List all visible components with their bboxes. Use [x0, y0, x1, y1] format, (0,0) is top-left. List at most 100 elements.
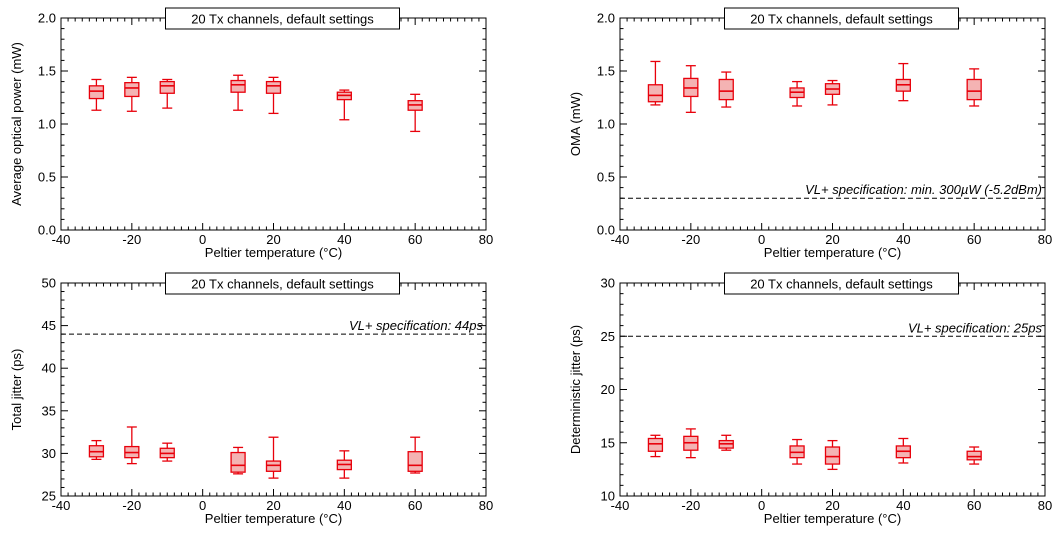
- box-plot: [336, 450, 352, 479]
- y-axis-title: Average optical power (mW): [9, 42, 24, 206]
- y-tick-label: 30: [42, 446, 56, 461]
- box-plot: [265, 436, 282, 479]
- chart-average-optical-power: -40 -20 0 20 40 60 80 0.0 0.5 1.0 1.5 2.0 Peltier te…: [9, 7, 493, 260]
- box-plot: [789, 438, 805, 465]
- box-plot: [966, 68, 982, 107]
- x-tick-label: 80: [479, 232, 493, 247]
- box-plot: [407, 93, 423, 133]
- box-plot: [230, 74, 246, 111]
- box-plot: [124, 76, 140, 112]
- y-tick-label: 15: [601, 435, 615, 450]
- x-tick-label: 0: [199, 232, 206, 247]
- x-tick-label: 20: [266, 232, 280, 247]
- box-plot: [88, 78, 105, 111]
- y-tick-label: 25: [601, 329, 615, 344]
- box-plot: [230, 446, 246, 475]
- x-axis-title: Peltier temperature (°C): [764, 245, 901, 260]
- x-tick-label: 40: [896, 498, 910, 513]
- plot-frame: [60, 17, 487, 231]
- spec-label: VL+ specification: min. 300µW (-5.2dBm): [805, 182, 1042, 197]
- spec-label: VL+ specification: 25ps: [908, 320, 1043, 335]
- box-iqr: [966, 78, 982, 101]
- annotation-text: 20 Tx channels, default settings: [750, 12, 933, 27]
- box-plot: [683, 65, 699, 113]
- y-tick-label: 45: [42, 318, 56, 333]
- x-tick-label: 40: [337, 498, 351, 513]
- x-tick-label: 20: [825, 232, 839, 247]
- box-plot: [789, 80, 805, 107]
- x-tick-label: -20: [681, 232, 700, 247]
- annotation-box: [165, 7, 400, 30]
- box-plot: [647, 434, 664, 458]
- x-tick-label: 0: [199, 498, 206, 513]
- box-plot: [895, 437, 911, 464]
- box-iqr: [159, 80, 175, 94]
- x-tick-label: 0: [758, 498, 765, 513]
- y-tick-label: 1.0: [38, 117, 56, 132]
- y-tick-label: 25: [42, 489, 56, 504]
- y-axis-title: OMA (mW): [568, 92, 583, 156]
- y-axis-title: Deterministic jitter (ps): [568, 325, 583, 454]
- box-plot: [895, 62, 911, 102]
- x-tick-label: 80: [1038, 232, 1052, 247]
- annotation-box: [724, 7, 959, 30]
- annotation-box: [165, 272, 400, 295]
- box-iqr: [647, 437, 664, 452]
- box-plot: [88, 439, 105, 461]
- y-tick-label: 0.0: [597, 223, 615, 238]
- y-tick-label: 50: [42, 276, 56, 291]
- y-tick-label: 1.0: [597, 117, 615, 132]
- spec-label: VL+ specification: 44ps: [349, 318, 484, 333]
- x-tick-label: -40: [52, 232, 71, 247]
- x-tick-label: 60: [408, 498, 422, 513]
- box-plot: [966, 446, 982, 465]
- x-tick-label: 0: [758, 232, 765, 247]
- y-tick-label: 0.5: [38, 170, 56, 185]
- y-tick-label: 35: [42, 403, 56, 418]
- annotation-text: 20 Tx channels, default settings: [191, 277, 374, 292]
- x-tick-label: 80: [479, 498, 493, 513]
- box-plot: [718, 434, 734, 451]
- chart-deterministic-jitter: -40 -20 0 20 40 60 80 10 15 20 25 30 Peltier tempera…: [568, 272, 1052, 526]
- y-tick-label: 10: [601, 489, 615, 504]
- chart-total-jitter: -40 -20 0 20 40 60 80 25 30 35 40 45 50 Peltier tempe…: [9, 272, 493, 526]
- box-plot: [265, 76, 282, 115]
- y-axis-title: Total jitter (ps): [9, 349, 24, 431]
- box-iqr: [230, 79, 246, 93]
- box-iqr: [230, 451, 246, 473]
- y-tick-label: 0.0: [38, 223, 56, 238]
- x-axis-title: Peltier temperature (°C): [205, 245, 342, 260]
- box-plot: [647, 60, 664, 106]
- x-tick-label: -20: [122, 498, 141, 513]
- x-tick-label: -40: [611, 498, 630, 513]
- x-tick-label: -40: [52, 498, 71, 513]
- box-plot: [124, 426, 140, 465]
- chart-oma: -40 -20 0 20 40 60 80 0.0 0.5 1.0 1.5 2.0 Peltier te…: [568, 7, 1052, 260]
- x-tick-label: -20: [122, 232, 141, 247]
- x-tick-label: 60: [408, 232, 422, 247]
- x-tick-label: 80: [1038, 498, 1052, 513]
- x-tick-label: 40: [896, 232, 910, 247]
- box-iqr: [124, 82, 140, 98]
- annotation-text: 20 Tx channels, default settings: [750, 277, 933, 292]
- y-tick-label: 0.5: [597, 170, 615, 185]
- x-tick-label: 60: [967, 232, 981, 247]
- box-plot: [159, 78, 175, 109]
- annotation-box: [724, 272, 959, 295]
- x-tick-label: 20: [266, 498, 280, 513]
- box-iqr: [718, 78, 734, 101]
- box-plot: [718, 71, 734, 108]
- x-tick-label: 40: [337, 232, 351, 247]
- x-tick-label: 20: [825, 498, 839, 513]
- box-plot: [159, 442, 175, 462]
- box-plot: [683, 428, 699, 459]
- box-iqr: [824, 446, 841, 465]
- y-tick-label: 1.5: [597, 64, 615, 79]
- box-plot: [824, 79, 841, 106]
- box-iqr: [265, 460, 282, 472]
- y-tick-label: 20: [601, 382, 615, 397]
- box-iqr: [407, 451, 423, 472]
- box-iqr: [966, 450, 982, 461]
- box-iqr: [647, 84, 664, 103]
